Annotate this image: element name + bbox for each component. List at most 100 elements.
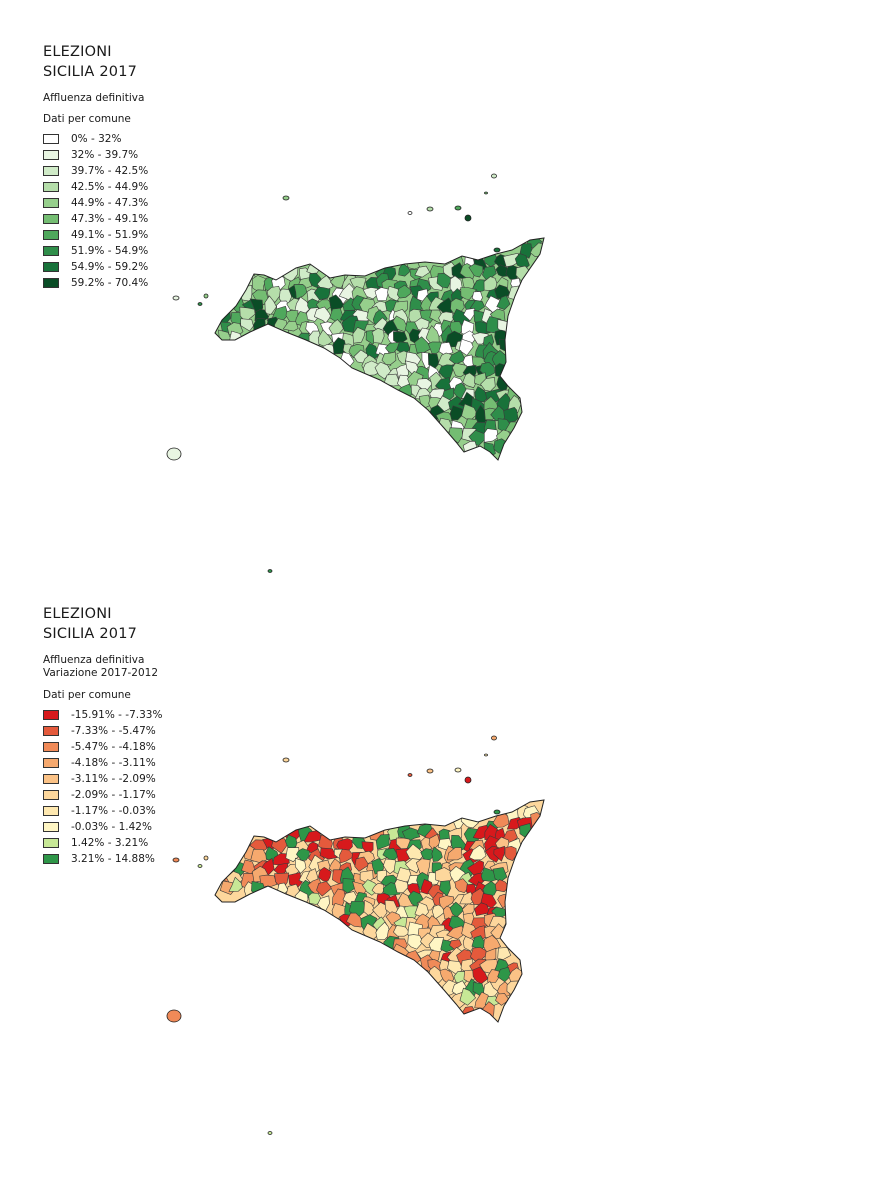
municipality — [288, 872, 303, 889]
legend-label: 44.9% - 47.3% — [71, 197, 149, 209]
legend-label: -4.18% - -3.11% — [71, 757, 156, 769]
legend-swatch — [43, 150, 59, 160]
title-line-1: ELEZIONI — [43, 606, 112, 622]
municipality — [396, 284, 412, 299]
municipality — [259, 874, 278, 887]
coastline — [214, 237, 545, 461]
island — [464, 214, 472, 222]
legend-swatch — [43, 246, 59, 256]
island — [267, 569, 273, 573]
legend-swatch — [43, 198, 59, 208]
island — [166, 1009, 182, 1023]
island — [282, 195, 290, 201]
municipality — [463, 307, 476, 322]
municipality — [398, 262, 411, 277]
legend-label: 49.1% - 51.9% — [71, 229, 149, 241]
municipality — [497, 947, 512, 960]
municipality — [394, 879, 409, 894]
island — [464, 776, 472, 784]
municipality — [492, 810, 510, 828]
municipality — [383, 373, 402, 387]
municipality — [313, 286, 331, 301]
legend-item: -4.18% - -3.11% — [43, 755, 162, 771]
legend-label: 42.5% - 44.9% — [71, 181, 149, 193]
title-line-2: SICILIA 2017 — [43, 64, 138, 80]
legend-item: 42.5% - 44.9% — [43, 179, 148, 195]
municipality — [504, 845, 517, 861]
legend-swatch — [43, 838, 59, 848]
legend-label: -15.91% - -7.33% — [71, 709, 163, 721]
municipality — [316, 881, 333, 897]
island — [491, 173, 497, 179]
legend-item: 32% - 39.7% — [43, 147, 148, 163]
legend-heading: Dati per comune — [43, 113, 131, 125]
turnout-change-map-panel: ELEZIONI SICILIA 2017 Affluenza definiti… — [0, 590, 871, 1150]
legend-swatch — [43, 774, 59, 784]
municipality — [494, 879, 510, 893]
municipalities — [215, 800, 544, 1022]
municipality — [431, 904, 446, 920]
municipality — [414, 336, 433, 354]
legend-swatch — [43, 742, 59, 752]
map-title: ELEZIONI SICILIA 2017 — [43, 604, 137, 644]
municipality — [468, 263, 484, 278]
municipality — [393, 925, 411, 937]
legend-swatch — [43, 182, 59, 192]
legend-swatch — [43, 822, 59, 832]
title-line-1: ELEZIONI — [43, 44, 112, 60]
municipality — [252, 289, 269, 306]
municipality — [431, 846, 443, 862]
map-subtitle: Affluenza definitiva Variazione 2017-201… — [43, 654, 158, 680]
legend-label: 3.21% - 14.88% — [71, 853, 155, 865]
municipality — [460, 287, 477, 300]
island — [197, 302, 203, 306]
municipality — [346, 912, 365, 928]
municipality — [436, 272, 451, 289]
legend-label: -7.33% - -5.47% — [71, 725, 156, 737]
legend-swatch — [43, 278, 59, 288]
municipality — [407, 934, 424, 950]
municipality — [497, 966, 512, 983]
legend-swatch — [43, 214, 59, 224]
legend-label: 59.2% - 70.4% — [71, 277, 149, 289]
map-title: ELEZIONI SICILIA 2017 — [43, 42, 137, 82]
municipality — [354, 856, 370, 872]
municipality — [487, 968, 500, 983]
island — [203, 855, 209, 861]
legend-item: 1.42% - 3.21% — [43, 835, 162, 851]
legend-heading: Dati per comune — [43, 689, 131, 701]
municipality — [449, 405, 464, 421]
legend-swatch — [43, 262, 59, 272]
municipality — [493, 845, 505, 862]
municipality — [448, 427, 464, 444]
legend-label: 32% - 39.7% — [71, 149, 139, 161]
legend-label: 54.9% - 59.2% — [71, 261, 149, 273]
legend-swatch — [43, 166, 59, 176]
legend-swatch — [43, 726, 59, 736]
island — [166, 447, 182, 461]
municipality — [446, 925, 467, 940]
municipality — [339, 848, 355, 864]
island — [454, 767, 462, 773]
municipality — [297, 332, 311, 348]
municipality — [414, 265, 431, 278]
legend-swatch — [43, 790, 59, 800]
legend-item: -7.33% - -5.47% — [43, 723, 162, 739]
legend-item: 49.1% - 51.9% — [43, 227, 148, 243]
sicily-map — [166, 173, 545, 573]
legend-swatch — [43, 758, 59, 768]
island — [267, 1131, 273, 1135]
island — [493, 247, 501, 253]
municipality — [375, 834, 390, 850]
legend-item: -0.03% - 1.42% — [43, 819, 162, 835]
legend-item: -5.47% - -4.18% — [43, 739, 162, 755]
island — [282, 757, 290, 763]
legend-item: 47.3% - 49.1% — [43, 211, 148, 227]
municipality — [495, 993, 510, 1006]
municipality — [296, 848, 310, 861]
legend-swatch — [43, 854, 59, 864]
municipality — [306, 307, 319, 322]
legend-item: -1.17% - -0.03% — [43, 803, 162, 819]
municipality — [439, 880, 451, 897]
municipality — [342, 878, 356, 894]
